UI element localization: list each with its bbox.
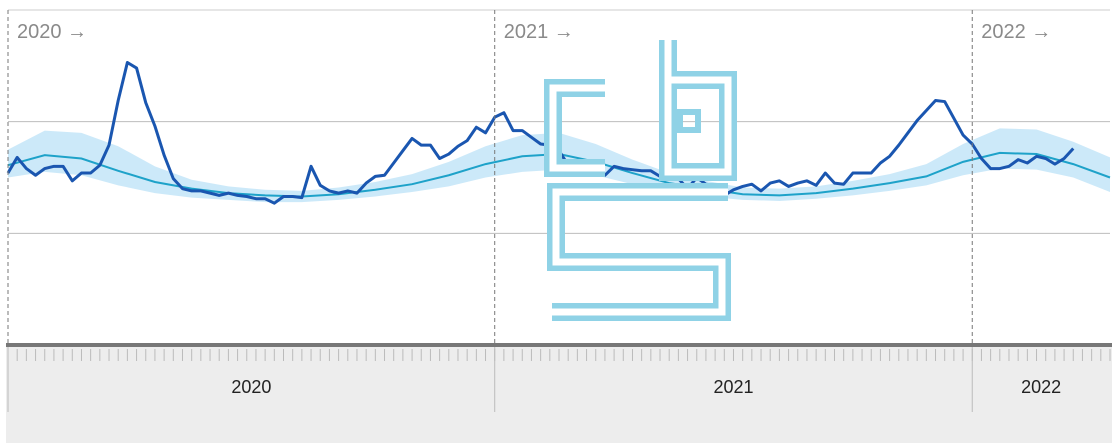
timeline-label: 2020 (231, 377, 271, 397)
timeline-label: 2022 (1021, 377, 1061, 397)
period-label: 2022 → (981, 21, 1051, 43)
timeline-label: 2021 (713, 377, 753, 397)
timeline[interactable] (6, 345, 1112, 443)
logo (544, 40, 737, 321)
period-label: 2021 → (504, 21, 574, 43)
period-label: 2020 → (17, 21, 87, 43)
observed-line (6, 60, 1075, 205)
timeline-handle (6, 343, 1112, 347)
